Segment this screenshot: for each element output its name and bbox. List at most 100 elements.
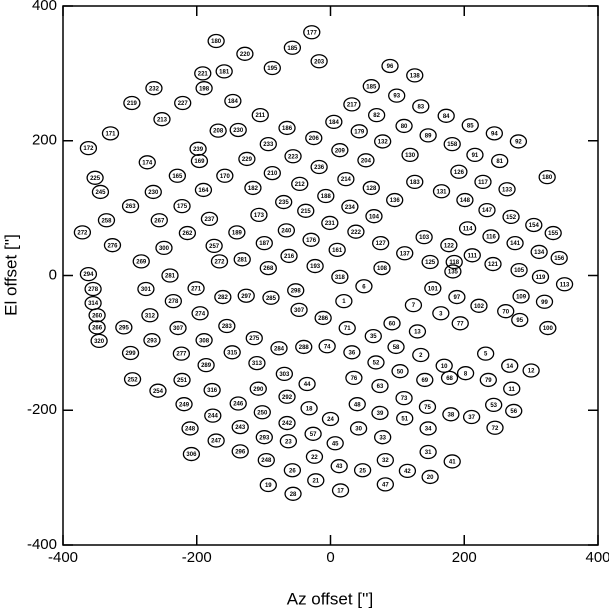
point-marker	[509, 134, 528, 149]
point-label: 85	[467, 123, 474, 129]
point-marker	[305, 130, 323, 146]
point-label: 293	[259, 435, 270, 441]
x-tick-label: -400	[48, 549, 78, 566]
point-label: 281	[165, 274, 176, 280]
point-label: 286	[318, 316, 329, 322]
point-marker	[250, 207, 268, 223]
point-marker	[91, 184, 110, 200]
point-label: 34	[425, 427, 432, 433]
point-marker	[145, 81, 163, 96]
point-marker	[338, 320, 356, 336]
point-label: 131	[437, 189, 448, 195]
point-label: 244	[208, 414, 219, 420]
point-label: 276	[107, 243, 118, 249]
point-marker	[79, 141, 98, 156]
x-tick-label: -200	[182, 549, 212, 566]
point-marker	[444, 264, 462, 279]
point-label: 154	[529, 223, 540, 229]
point-label: 263	[126, 204, 137, 210]
point-label: 108	[377, 266, 388, 272]
point-label: 177	[307, 30, 318, 36]
point-marker	[191, 306, 209, 321]
point-label: 92	[515, 140, 522, 146]
point-label: 96	[387, 64, 394, 70]
point-label: 50	[397, 369, 404, 375]
point-marker	[386, 192, 404, 208]
point-label: 234	[345, 205, 356, 211]
point-label: 141	[510, 241, 521, 247]
point-label: 274	[195, 311, 206, 317]
point-marker	[470, 298, 488, 313]
point-label: 214	[341, 177, 352, 183]
point-label: 56	[510, 409, 517, 415]
point-marker	[302, 232, 320, 247]
point-label: 278	[88, 287, 99, 293]
point-label: 103	[419, 235, 430, 241]
point-marker	[419, 444, 437, 460]
point-marker	[231, 444, 249, 459]
point-marker	[270, 341, 288, 356]
point-marker	[300, 401, 318, 416]
point-marker	[255, 236, 273, 251]
point-marker	[255, 430, 273, 445]
point-marker	[245, 331, 263, 346]
point-label: 2	[419, 353, 423, 359]
point-marker	[79, 267, 98, 282]
point-marker	[498, 182, 516, 197]
point-marker	[149, 383, 167, 398]
point-marker	[229, 396, 247, 411]
point-marker	[224, 93, 242, 109]
point-label: 171	[105, 131, 116, 137]
point-marker	[539, 320, 557, 336]
point-marker	[172, 346, 191, 361]
point-marker	[121, 345, 140, 361]
point-marker	[365, 209, 383, 224]
point-marker	[355, 279, 373, 294]
point-marker	[373, 260, 391, 276]
point-marker	[391, 364, 409, 379]
point-label: 170	[220, 174, 231, 180]
point-label: 239	[193, 147, 204, 153]
point-label: 251	[177, 378, 188, 384]
point-marker	[207, 433, 225, 448]
point-marker	[412, 99, 430, 114]
point-marker	[173, 198, 191, 214]
point-marker	[353, 463, 372, 478]
point-label: 266	[92, 325, 103, 331]
point-label: 281	[237, 257, 248, 263]
point-label: 127	[376, 241, 387, 247]
point-label: 36	[349, 350, 356, 356]
point-marker	[383, 316, 401, 331]
point-marker	[456, 366, 475, 381]
point-marker	[88, 320, 106, 335]
point-label: 293	[147, 338, 158, 344]
point-marker	[278, 389, 296, 404]
point-label: 313	[252, 361, 263, 367]
point-marker	[97, 213, 116, 228]
point-label: 137	[400, 251, 411, 257]
point-label: 206	[309, 136, 320, 142]
point-label: 223	[288, 154, 299, 160]
point-marker	[461, 118, 479, 133]
point-marker	[371, 405, 389, 421]
point-marker	[137, 281, 155, 297]
point-label: 258	[101, 218, 112, 224]
x-tick-label: 200	[452, 549, 477, 566]
point-marker	[173, 372, 191, 388]
point-marker	[416, 372, 434, 388]
point-marker	[283, 463, 302, 478]
point-label: 116	[486, 235, 496, 241]
point-marker	[251, 107, 269, 123]
point-marker	[396, 411, 414, 426]
point-label: 269	[136, 259, 147, 265]
point-marker	[337, 172, 355, 187]
point-marker	[443, 136, 461, 152]
point-marker	[485, 397, 503, 413]
point-marker	[121, 198, 140, 214]
y-tick-label: 200	[32, 132, 57, 149]
point-marker	[408, 324, 427, 339]
point-label: 122	[444, 243, 455, 249]
point-label: 187	[259, 241, 270, 247]
point-label: 19	[265, 483, 272, 489]
point-marker	[229, 122, 247, 138]
